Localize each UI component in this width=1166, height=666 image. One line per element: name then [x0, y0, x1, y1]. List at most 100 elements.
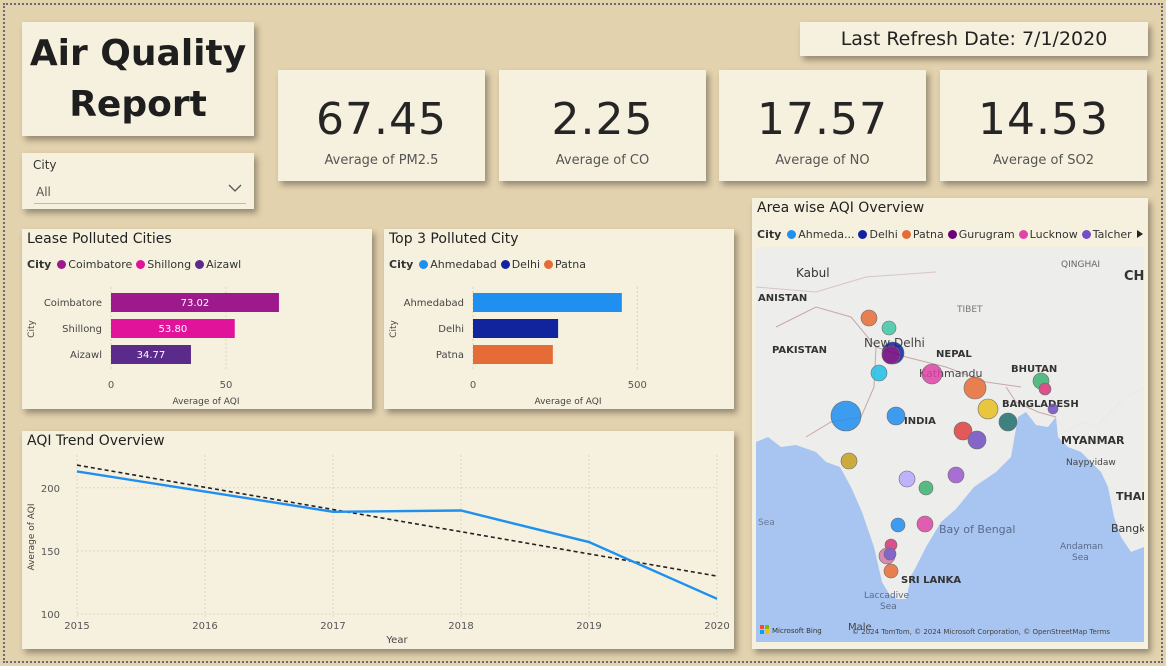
city-slicer-label: City: [33, 158, 57, 172]
city-bubble[interactable]: [898, 470, 916, 488]
city-bubble[interactable]: [870, 364, 888, 382]
kpi-value: 14.53: [978, 94, 1109, 145]
aqi-trend-plot[interactable]: 100 150 200 2015 2016 2017 2018 2019 2020 Year Ave…: [22, 431, 734, 649]
x-tick-label: 2015: [64, 621, 89, 632]
least-polluted-chart[interactable]: Lease Polluted Cities City Coimbatore Shil…: [22, 229, 372, 409]
chart-title: Lease Polluted Cities: [27, 231, 172, 247]
map-label: SRI LANKA: [901, 575, 961, 586]
bar[interactable]: [473, 345, 553, 364]
bar[interactable]: [111, 319, 235, 338]
map-canvas[interactable]: Kabul QINGHAI CH ANISTAN TIBET PAKISTAN …: [756, 247, 1144, 642]
legend-entry[interactable]: Patna: [912, 228, 944, 241]
map-label: Sea: [1072, 553, 1089, 563]
legend-entry[interactable]: Ahmedabad: [430, 258, 497, 271]
y-tick-label: 200: [41, 484, 60, 495]
legend-entry[interactable]: Patna: [555, 258, 586, 271]
city-bubble[interactable]: [886, 406, 906, 426]
city-bubble[interactable]: [963, 376, 987, 400]
legend-marker: [544, 260, 554, 269]
city-bubble[interactable]: [953, 421, 973, 441]
top-polluted-plot[interactable]: 0 500 Ahmedabad Delhi Patna Average of AQI Cit…: [384, 229, 734, 409]
city-bubble[interactable]: [1038, 382, 1052, 396]
city-bubble[interactable]: [860, 309, 878, 327]
data-label: 73.02: [181, 298, 210, 309]
bar[interactable]: [111, 293, 279, 312]
legend-title: City: [27, 258, 52, 271]
city-bubble[interactable]: [883, 547, 897, 561]
legend-entry[interactable]: Coimbatore: [68, 258, 133, 271]
city-bubble[interactable]: [967, 430, 987, 450]
report-title-line1: Air Quality: [29, 33, 247, 74]
data-label: 34.77: [137, 350, 166, 361]
legend-next-icon[interactable]: [1136, 229, 1144, 239]
bar[interactable]: [111, 345, 191, 364]
legend-entry[interactable]: Shillong: [147, 258, 192, 271]
legend-entry[interactable]: Gurugram: [958, 228, 1015, 241]
top-polluted-chart[interactable]: Top 3 Polluted City City Ahmedabad Delhi Pa…: [384, 229, 734, 409]
legend-entry[interactable]: Delhi: [511, 258, 541, 271]
legend-entry[interactable]: Aizawl: [206, 258, 242, 271]
map-label: TIBET: [956, 305, 983, 315]
legend-entry[interactable]: Lucknow: [1029, 228, 1078, 241]
chart-legend: City Coimbatore Shillong Aizawl: [27, 258, 241, 271]
city-bubble[interactable]: [881, 345, 901, 365]
aqi-map-visual[interactable]: Area wise AQI Overview City Ahmeda... Delh…: [752, 198, 1148, 649]
report-title-line2: Report: [69, 84, 207, 125]
legend-entry[interactable]: Ahmeda...: [798, 228, 855, 241]
kpi-card-no: 17.57 Average of NO: [719, 70, 926, 181]
city-bubble[interactable]: [998, 412, 1018, 432]
kpi-value: 67.45: [316, 94, 447, 145]
city-bubble[interactable]: [921, 363, 943, 385]
city-bubble[interactable]: [1047, 403, 1059, 415]
map-label: ANISTAN: [758, 293, 807, 304]
last-refresh-date: Last Refresh Date: 7/1/2020: [800, 22, 1148, 56]
x-axis-title: Year: [385, 635, 408, 646]
city-slicer-value[interactable]: All: [36, 185, 51, 199]
legend-marker: [500, 260, 510, 269]
map-label: Bay of Bengal: [939, 523, 1015, 536]
legend-marker: [136, 260, 146, 269]
city-bubble[interactable]: [916, 515, 934, 533]
chart-legend: City Ahmedabad Delhi Patna: [389, 258, 586, 271]
aqi-trend-chart[interactable]: AQI Trend Overview 100 150 200 2015 2016 2017…: [22, 431, 734, 649]
bar[interactable]: [473, 319, 559, 338]
bar[interactable]: [473, 293, 622, 312]
legend-entry[interactable]: Talcher: [1092, 228, 1132, 241]
chart-title: Top 3 Polluted City: [389, 231, 519, 247]
kpi-card-co: 2.25 Average of CO: [499, 70, 706, 181]
series-line[interactable]: [76, 470, 718, 600]
city-bubble[interactable]: [840, 452, 858, 470]
y-axis-title: Average of AQI: [27, 503, 37, 570]
city-bubble[interactable]: [947, 466, 965, 484]
legend-marker: [195, 260, 205, 269]
legend-marker: [419, 260, 429, 269]
city-slicer[interactable]: City All: [22, 153, 254, 209]
x-tick-label: 0: [470, 380, 476, 391]
city-bubble[interactable]: [890, 517, 906, 533]
bing-text: Microsoft Bing: [772, 627, 822, 635]
legend-entry[interactable]: Delhi: [869, 228, 898, 241]
kpi-value: 2.25: [551, 94, 654, 145]
city-bubble[interactable]: [918, 480, 934, 496]
city-bubble[interactable]: [883, 563, 899, 579]
x-tick-label: 500: [628, 380, 647, 391]
kpi-label: Average of PM2.5: [324, 153, 439, 168]
kpi-label: Average of CO: [555, 153, 650, 168]
map-copyright: © 2024 TomTom, © 2024 Microsoft Corporat…: [852, 628, 1110, 636]
map-label: Bangk: [1111, 522, 1144, 535]
city-bubble[interactable]: [881, 320, 897, 336]
x-tick-label: 50: [220, 380, 233, 391]
city-bubble[interactable]: [830, 400, 862, 432]
least-polluted-plot[interactable]: 0 50 Coimbatore 73.02 Shillong 53.80 Aizawl 34.…: [22, 229, 372, 409]
city-bubble[interactable]: [977, 398, 999, 420]
map-label: THAI: [1116, 490, 1144, 503]
map-label: Male: [848, 622, 872, 633]
y-category-label: Delhi: [438, 324, 464, 335]
kpi-value: 17.57: [757, 94, 888, 145]
x-axis-title: Average of AQI: [172, 397, 239, 407]
map-label: Kabul: [796, 266, 830, 280]
map-label: INDIA: [904, 416, 936, 427]
legend-marker: [787, 230, 797, 239]
kpi-label: Average of NO: [775, 153, 870, 168]
chevron-down-icon[interactable]: [228, 183, 242, 193]
